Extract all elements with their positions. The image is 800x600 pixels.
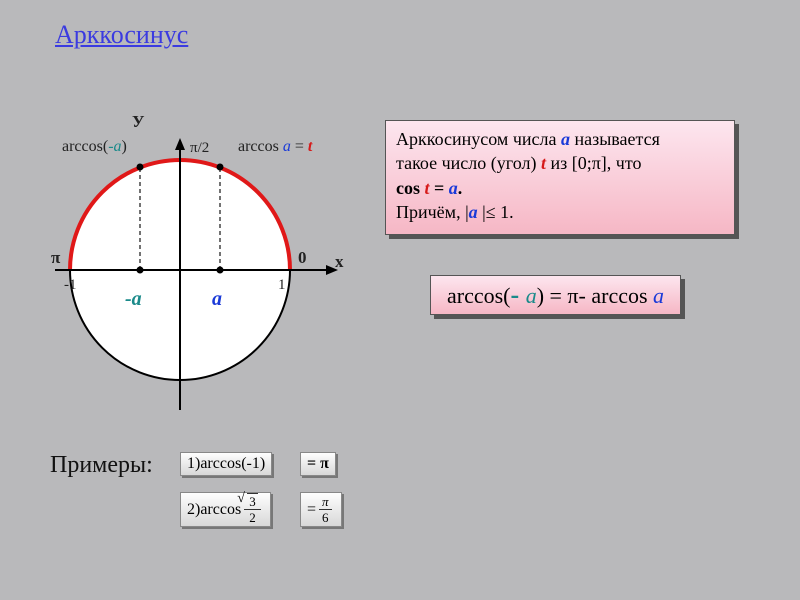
ex2-text: 2)arccos: [187, 501, 241, 519]
page-title: Арккосинус: [55, 20, 188, 50]
label-one: 1: [278, 277, 286, 294]
def-line1b: называется: [570, 129, 660, 149]
x-axis-label: х: [335, 252, 344, 272]
def-a3: а: [469, 202, 478, 222]
def-a1: а: [561, 129, 570, 149]
label-pi-half: π/2: [190, 140, 209, 157]
def-a2: а: [449, 178, 458, 198]
arccos-ma-var: -а: [108, 138, 121, 155]
def-cos: cos: [396, 178, 425, 198]
examples-label: Примеры:: [50, 452, 153, 479]
arccos-ma-prefix: arccos(: [62, 138, 108, 155]
f-p4: ) = π- arccos: [537, 283, 653, 308]
arccos-a-eq: =: [291, 138, 308, 155]
f-p1: arccos(: [447, 283, 511, 308]
ex2-eq: =: [307, 501, 316, 519]
example-2-rhs: = π 6: [300, 492, 342, 527]
formula-box: arccos(- а) = π- arccos а: [430, 275, 681, 315]
label-minus-one: -1: [64, 277, 77, 294]
ex2-den: 2: [249, 510, 256, 524]
def-line1a: Арккосинусом числа: [396, 129, 561, 149]
example-1-lhs: 1)arccos(-1): [180, 452, 272, 476]
def-dot: .: [458, 178, 463, 198]
ex2-num: 3: [244, 495, 261, 510]
ex2-rhs-den: 6: [322, 510, 329, 524]
def-line2b: из [0;π], что: [546, 153, 642, 173]
f-p2: -: [511, 280, 526, 309]
f-p3: а: [526, 283, 537, 308]
def-line2a: такое число (угол): [396, 153, 541, 173]
unit-circle-diagram: У х π/2 π 0 -1 1 -а а arccos а = t arcco…: [40, 120, 360, 420]
ex2-rhs-num: π: [319, 495, 332, 510]
label-arccos-a: arccos а = t: [238, 138, 312, 156]
arccos-a-prefix: arccos: [238, 138, 283, 155]
arccos-ma-suffix: ): [122, 138, 127, 155]
ex2-rhs-fraction: π 6: [319, 495, 332, 524]
ex2-fraction: 3 2: [244, 495, 261, 524]
example-2-lhs: 2)arccos 3 2: [180, 492, 271, 527]
example-1-rhs: = π: [300, 452, 336, 476]
arccos-a-var: а: [283, 138, 291, 155]
red-dot-accent: [53, 248, 57, 252]
def-line4a: Причём, |: [396, 202, 469, 222]
label-a: а: [212, 288, 222, 311]
f-p5: а: [653, 283, 664, 308]
label-zero: 0: [298, 248, 307, 268]
arccos-a-t: t: [308, 138, 312, 155]
y-axis-label: У: [132, 112, 144, 132]
label-arccos-minus-a: arccos(-а): [62, 138, 127, 156]
sqrt-icon: 3: [247, 493, 258, 509]
def-eq: =: [430, 178, 449, 198]
definition-box: Арккосинусом числа а называется такое чи…: [385, 120, 735, 235]
circle-svg: [40, 120, 360, 420]
def-line4b: |≤ 1.: [478, 202, 514, 222]
label-minus-a: -а: [125, 288, 142, 311]
